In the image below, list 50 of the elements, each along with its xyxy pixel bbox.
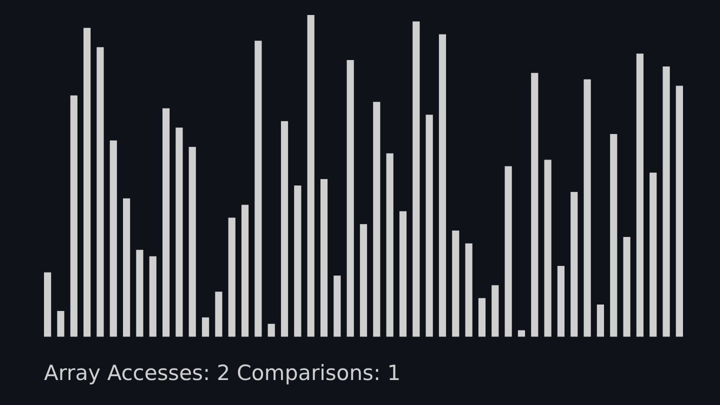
bar xyxy=(320,179,328,337)
bar xyxy=(623,236,630,337)
bar xyxy=(70,95,78,337)
bar xyxy=(83,28,91,337)
bar xyxy=(294,186,302,337)
bar xyxy=(149,256,156,337)
bar xyxy=(557,266,565,337)
bar xyxy=(570,192,578,337)
bar xyxy=(228,218,236,337)
bar xyxy=(110,140,117,337)
bar xyxy=(478,298,486,337)
bar xyxy=(241,204,249,337)
bar xyxy=(426,114,433,337)
bar xyxy=(386,153,394,337)
bar xyxy=(162,108,170,337)
bar xyxy=(504,166,512,337)
bar xyxy=(610,134,618,337)
bar xyxy=(662,66,670,337)
bar xyxy=(57,310,64,337)
bar xyxy=(360,224,368,337)
bar xyxy=(452,230,460,337)
bar xyxy=(373,102,380,337)
bar xyxy=(176,128,183,337)
bar xyxy=(412,21,420,337)
bar xyxy=(492,285,499,337)
bar xyxy=(676,86,683,337)
bar xyxy=(96,47,104,337)
bar xyxy=(584,79,591,337)
bar xyxy=(346,60,354,337)
bar xyxy=(531,72,538,337)
bar xyxy=(544,160,552,337)
bar xyxy=(215,292,222,337)
bar xyxy=(136,250,144,337)
bar xyxy=(188,146,196,337)
bar xyxy=(465,243,472,337)
bar xyxy=(202,317,210,337)
bar xyxy=(334,276,341,337)
bar xyxy=(307,15,314,337)
bar xyxy=(280,121,288,337)
bar xyxy=(254,40,262,337)
bar xyxy=(596,304,604,337)
text: Array Accesses: 2 Comparisons: 1 xyxy=(44,361,401,385)
bar xyxy=(399,211,407,337)
bar xyxy=(518,330,526,337)
bar xyxy=(122,198,130,337)
bar xyxy=(44,272,52,337)
bar xyxy=(438,34,446,337)
bar xyxy=(650,172,657,337)
bar xyxy=(636,54,644,337)
bar xyxy=(268,324,275,337)
